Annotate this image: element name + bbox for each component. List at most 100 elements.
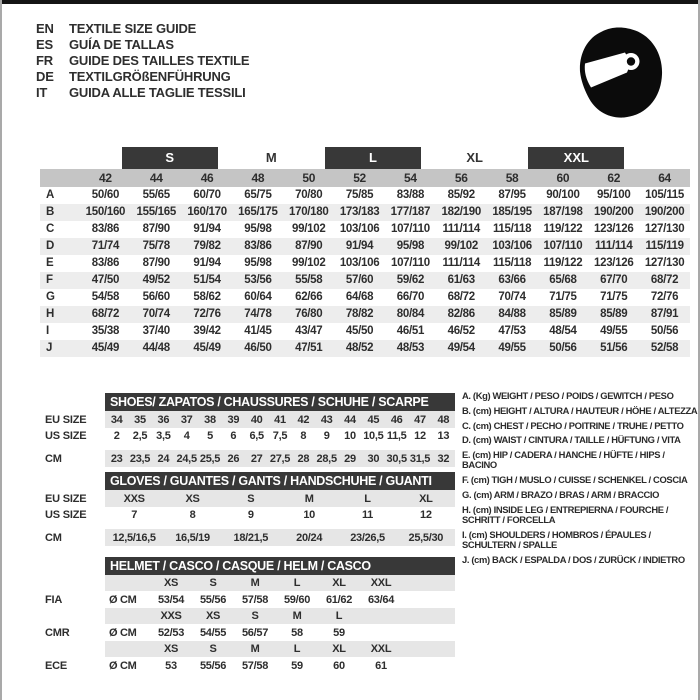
- size-value: 46/52: [447, 325, 476, 337]
- size-value: 68/72: [91, 308, 120, 320]
- size-row-h: H 68/72 70/74 72/76 74/78 76/80 78/82 80/84 82/8…: [40, 306, 690, 323]
- cell-value: 63/64: [367, 593, 395, 606]
- size-value: 85/89: [600, 308, 628, 320]
- cell-value: 2: [113, 430, 120, 442]
- size-labels: XS S M L XL XXL: [105, 575, 455, 591]
- size-value: 107/110: [390, 223, 430, 235]
- size-number: 62: [607, 171, 621, 185]
- size-number: 56: [454, 171, 468, 185]
- cell-value: 24: [157, 452, 170, 465]
- size-value: 45/49: [91, 342, 120, 354]
- size-label: XS: [163, 577, 179, 589]
- size-label: XL: [332, 577, 346, 589]
- size-value: 72/76: [650, 291, 679, 303]
- size-value: 70/74: [498, 291, 526, 303]
- language-row: EN TEXTILE SIZE GUIDE: [36, 21, 249, 37]
- row-values: 2 2,5 3,5 4 5 6 6,5 7,5 8 9 10 10,5 11,5 12 13: [105, 428, 455, 444]
- size-value: 83/88: [396, 189, 425, 201]
- language-title: GUIDA ALLE TAGLIE TESSILI: [69, 85, 246, 100]
- row-letter: G: [46, 291, 55, 303]
- racing-helmet-icon: [579, 27, 663, 118]
- size-value: 185/195: [492, 206, 532, 218]
- cell-value: 32: [437, 452, 450, 465]
- size-row-c: C 83/86 87/90 91/94 95/98 99/102 103/106 107/11…: [40, 221, 690, 238]
- row-label: CM: [45, 452, 62, 465]
- size-value: 50/56: [650, 325, 679, 337]
- size-value: 46/50: [244, 342, 272, 354]
- size-number: 42: [99, 171, 112, 185]
- size-value: 91/94: [345, 240, 374, 252]
- size-value: 48/54: [549, 325, 577, 337]
- cell-value: 12: [420, 509, 432, 521]
- row-values: 34 35 36 37 38 39 40 41 42 43 44 45 46 47 48: [105, 411, 455, 428]
- size-value: 90/100: [546, 189, 580, 201]
- size-label: L: [335, 610, 343, 622]
- language-code: EN: [36, 21, 54, 36]
- size-value: 160/170: [187, 206, 227, 218]
- cell-value: 52/53: [157, 626, 185, 639]
- cell-value: 18/21,5: [233, 531, 269, 544]
- language-title: TEXTILE SIZE GUIDE: [69, 21, 197, 36]
- measurement-rows: A 50/60 55/65 60/70 65/75 70/80 75/85 83/88 85/9…: [40, 187, 690, 357]
- size-group-xxl: XXL: [528, 147, 625, 169]
- size-row-a: A 50/60 55/65 60/70 65/75 70/80 75/85 83/88 85/9…: [40, 187, 690, 204]
- size-label: S: [251, 610, 259, 622]
- legend-item: I. (cm) SHOULDERS / HOMBROS / ÉPAULES / …: [462, 528, 651, 550]
- cell-value: 42: [297, 413, 310, 426]
- cell-value: 16,5/19: [175, 531, 210, 544]
- cell-value: 40: [250, 413, 263, 426]
- cell-value: 11: [361, 509, 373, 521]
- size-value: 65/75: [244, 189, 272, 201]
- size-row-g: G 54/58 56/60 58/62 60/64 62/66 64/68 66/70 68/7…: [40, 289, 690, 306]
- size-value: 39/42: [193, 325, 221, 337]
- textile-size-table: S M L XL XXL 42 44 46 48 50 52 54 56 58 60 62 64 A 50/60…: [40, 147, 690, 357]
- shoes-row-cm: CM 23 23,5 24 24,5 25,5 26 27 27,5 28 28,5 29 30 30,5…: [40, 450, 455, 467]
- size-label: XXL: [370, 577, 392, 589]
- size-value: 127/130: [644, 257, 685, 269]
- size-row-b: B 150/160 155/165 160/170 165/175 170/180 173/…: [40, 204, 690, 221]
- size-value: 49/52: [142, 274, 171, 286]
- row-label: US SIZE: [45, 430, 87, 442]
- cell-value: 58: [291, 626, 303, 639]
- cell-value: 23/26,5: [350, 531, 385, 544]
- size-value: 71/75: [549, 291, 577, 303]
- legend-item: B. (cm) HEIGHT / ALTURA / HAUTEUR / HÖHE…: [462, 404, 698, 416]
- size-value: 66/70: [396, 291, 425, 303]
- size-group-header: S M L XL XXL: [40, 147, 690, 169]
- cell-value: 7: [131, 509, 138, 521]
- size-value: 37/40: [142, 325, 171, 337]
- size-value: 80/84: [396, 308, 425, 320]
- cell-value: 37: [180, 413, 193, 426]
- row-letter: H: [46, 308, 55, 320]
- size-label: S: [209, 643, 217, 655]
- shoes-title: SHOES/ ZAPATOS / CHAUSSURES / SCHUHE / S…: [105, 393, 455, 411]
- helmet-title-row: HELMET / CASCO / CASQUE / HELM / CASCO: [40, 557, 455, 575]
- size-value: 82/86: [447, 308, 476, 320]
- gloves-title: GLOVES / GUANTES / GANTS / HANDSCHUHE / …: [105, 472, 455, 490]
- cell-value: 35: [134, 413, 146, 426]
- cell-value: 9: [247, 509, 254, 521]
- size-value: 68/72: [447, 291, 476, 303]
- size-number: 46: [200, 171, 214, 185]
- row-values: XXS XS S M L XL: [105, 490, 455, 507]
- cell-value: 26: [227, 452, 240, 465]
- size-value: 107/110: [543, 240, 583, 252]
- cell-value: 23,5: [129, 452, 151, 465]
- language-code: FR: [36, 53, 53, 68]
- cell-value: 4: [183, 430, 190, 442]
- size-value: 55/65: [142, 189, 171, 201]
- cell-value: 24,5: [176, 452, 198, 465]
- size-value: 60/70: [193, 189, 221, 201]
- row-label: US SIZE: [45, 509, 87, 521]
- shoes-row-us-size: US SIZE 2 2,5 3,5 4 5 6 6,5 7,5 8 9 10 10,5 11,5 12 13: [40, 428, 455, 444]
- size-value: 49/55: [600, 325, 628, 337]
- measurement-legend: A. (Kg) WEIGHT / PESO / POIDS / GEWITCH …: [462, 390, 700, 570]
- cell-value: 7,5: [272, 430, 288, 442]
- size-value: 115/118: [492, 223, 532, 235]
- cell-value: 28,5: [316, 452, 338, 465]
- size-label: S: [209, 577, 217, 589]
- size-value: 87/91: [650, 308, 679, 320]
- size-value: 71/74: [91, 240, 120, 252]
- cell-value: 12,5/16,5: [112, 531, 156, 544]
- cell-value: 10: [303, 509, 315, 521]
